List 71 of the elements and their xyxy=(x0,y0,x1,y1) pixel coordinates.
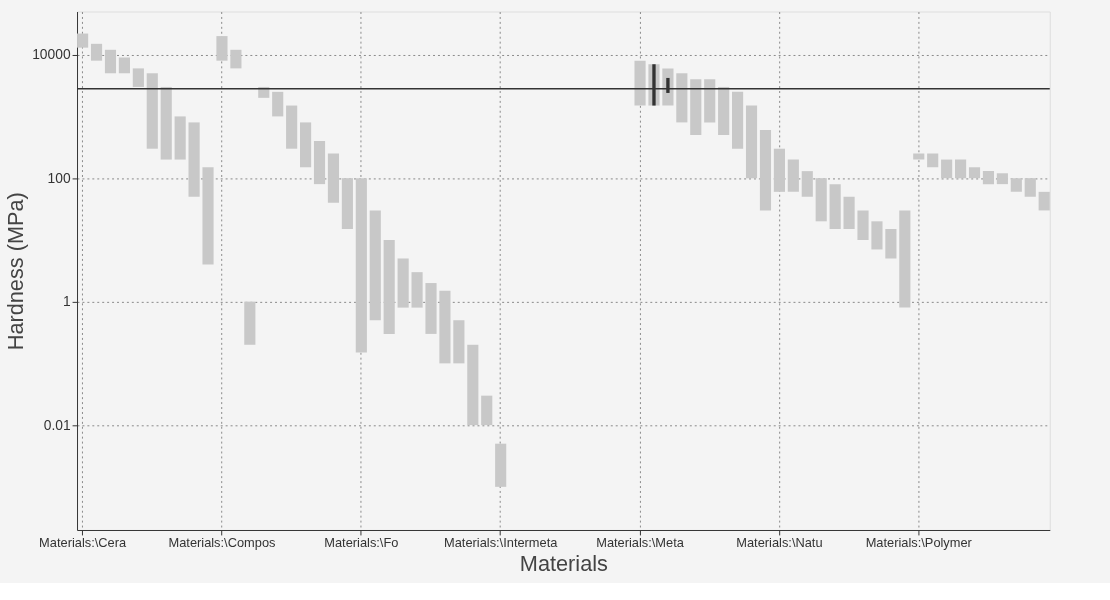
bar xyxy=(77,33,89,48)
bar xyxy=(230,49,242,69)
bar xyxy=(272,91,284,117)
y-tick-label: 0.01 xyxy=(43,416,71,433)
bar xyxy=(495,443,507,487)
bar xyxy=(815,178,827,222)
bar xyxy=(1024,178,1036,197)
bar xyxy=(927,153,939,168)
bar xyxy=(467,344,479,426)
bar xyxy=(383,239,395,334)
bar xyxy=(829,184,841,230)
bar xyxy=(160,86,172,160)
bar xyxy=(843,196,855,230)
bar xyxy=(369,210,381,321)
bar xyxy=(996,173,1008,185)
bar xyxy=(439,290,451,364)
bar xyxy=(146,73,158,149)
bar xyxy=(300,122,312,168)
bar xyxy=(216,36,228,61)
y-tick-label: 1 xyxy=(62,293,71,310)
x-axis-title: Materials xyxy=(519,550,609,576)
bar xyxy=(955,159,967,179)
bar xyxy=(690,79,702,135)
bar xyxy=(118,57,130,74)
y-tick-label: 100 xyxy=(47,169,71,186)
bar xyxy=(104,49,117,74)
bar xyxy=(425,283,437,334)
bar xyxy=(676,73,688,123)
bar xyxy=(188,122,200,197)
bar xyxy=(355,178,367,353)
bar xyxy=(773,148,785,192)
bar xyxy=(982,171,995,185)
x-tick-label: Materials:\Natu xyxy=(736,535,823,551)
x-tick-label: Materials:\Intermeta xyxy=(444,535,559,551)
bar xyxy=(857,210,869,240)
bar xyxy=(286,105,298,149)
bar xyxy=(871,221,883,250)
bar xyxy=(244,301,256,345)
y-axis-title: Hardness (MPa) xyxy=(3,192,29,351)
bar xyxy=(801,171,813,197)
bar xyxy=(899,210,911,308)
bar xyxy=(745,105,758,179)
bar xyxy=(704,79,716,123)
bar xyxy=(202,167,214,265)
bar xyxy=(313,140,326,185)
x-tick-label: Materials:\Meta xyxy=(596,535,685,551)
bar xyxy=(759,130,772,211)
bar xyxy=(327,153,340,203)
x-tick-label: Materials:\Compos xyxy=(168,535,276,551)
bar xyxy=(453,320,465,364)
bar xyxy=(634,60,646,106)
bar xyxy=(941,159,953,179)
bar xyxy=(1038,191,1050,211)
bar xyxy=(341,178,353,230)
bar xyxy=(132,68,144,87)
bar xyxy=(397,258,409,308)
bar xyxy=(90,43,103,61)
bar xyxy=(787,159,799,192)
bar xyxy=(1010,178,1022,192)
x-tick-label: Materials:\Fo xyxy=(324,535,399,551)
bar xyxy=(411,272,423,308)
bar xyxy=(913,153,925,160)
bar xyxy=(481,395,493,426)
x-tick-label: Materials:\Polymer xyxy=(865,535,973,551)
bar xyxy=(718,86,730,135)
bar xyxy=(968,167,981,179)
x-tick-label: Materials:\Cera xyxy=(39,535,127,551)
bar xyxy=(732,91,744,149)
y-tick-label: 10000 xyxy=(32,46,71,63)
bar xyxy=(885,229,897,259)
bar xyxy=(174,116,186,160)
